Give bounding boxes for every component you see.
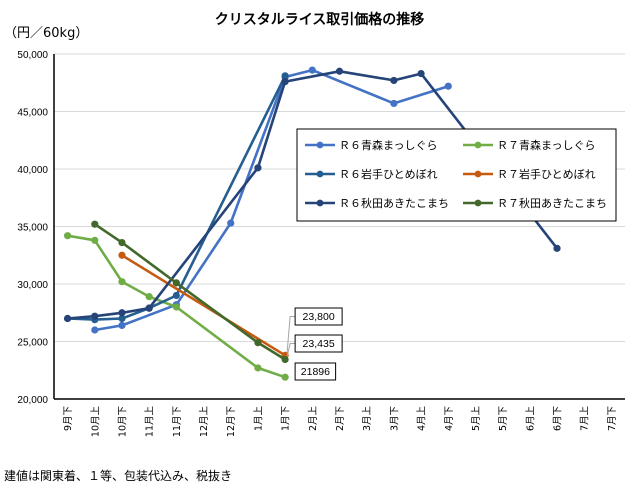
data-point: [553, 244, 561, 252]
x-tick-label: 12月上: [199, 406, 210, 438]
series-Ｒ６青森まっしぐら: [91, 66, 452, 334]
series-Ｒ６秋田あきたこまち: [63, 67, 561, 323]
data-point: [91, 236, 99, 244]
legend-label: Ｒ７青森まっしぐら: [497, 138, 596, 152]
series-Ｒ７秋田あきたこまち: [91, 220, 289, 364]
data-point: [281, 373, 289, 381]
x-tick-label: 10月上: [90, 406, 101, 438]
data-point: [91, 312, 99, 320]
footnote: 建値は関東着、１等、包装代込み、税抜き: [4, 469, 233, 483]
leader-line: [286, 343, 296, 357]
leader-line: [286, 316, 296, 353]
data-point: [172, 303, 180, 311]
legend-label: Ｒ６岩手ひとめぼれ: [339, 167, 438, 181]
data-point: [417, 69, 425, 78]
x-tick-label: 3月上: [362, 406, 373, 432]
data-label-box: [294, 334, 343, 353]
x-tick-label: 6月上: [525, 406, 536, 432]
data-point: [227, 219, 235, 227]
chart-title: クリスタルライス取引価格の推移: [214, 12, 425, 28]
series-line: [121, 254, 286, 357]
legend-label: Ｒ６秋田あきたこまち: [339, 196, 449, 210]
data-point: [63, 314, 72, 323]
x-tick-label: 1月下: [281, 406, 292, 431]
data-label: 23,800: [303, 311, 335, 323]
x-tick-label: 4月下: [444, 406, 455, 431]
y-tick-label: 30,000: [17, 280, 48, 291]
data-point: [118, 239, 126, 247]
x-tick-label: 6月下: [553, 406, 564, 431]
legend-swatch-marker: [474, 199, 482, 207]
data-point: [118, 321, 126, 329]
data-point: [118, 314, 126, 323]
series-Ｒ７青森まっしぐら: [63, 232, 289, 381]
x-tick-label: 1月上: [253, 406, 264, 432]
data-point: [390, 99, 398, 108]
x-tick-label: 2月下: [335, 406, 346, 431]
data-label: 23,435: [303, 338, 335, 350]
x-tick-label: 11月上: [145, 406, 156, 438]
x-tick-label: 5月上: [471, 406, 482, 432]
x-tick-label: 2月上: [308, 406, 319, 432]
y-tick-label: 35,000: [17, 223, 48, 234]
data-label-box: [294, 307, 343, 326]
legend-label: Ｒ７秋田あきたこまち: [497, 196, 607, 210]
x-tick-label: 12月下: [226, 406, 237, 437]
y-tick-label: 50,000: [17, 50, 48, 61]
legend-swatch-marker: [474, 170, 482, 178]
legend-box: [296, 128, 617, 222]
y-tick-label: 45,000: [17, 108, 48, 119]
data-label: 21896: [301, 366, 330, 378]
x-tick-label: 3月下: [389, 406, 400, 431]
data-point: [118, 309, 126, 317]
data-point: [145, 304, 153, 312]
x-tick-label: 9月下: [63, 406, 74, 431]
series-line: [67, 75, 287, 321]
x-tick-label: 4月上: [417, 406, 428, 432]
x-tick-label: 7月下: [607, 406, 618, 431]
legend-label: Ｒ６青森まっしぐら: [339, 138, 438, 152]
data-point: [91, 220, 99, 228]
data-label-box: [294, 362, 337, 381]
y-axis-unit-label: （円／60kg）: [4, 26, 89, 41]
series-line: [94, 68, 449, 332]
series-Ｒ７岩手ひとめぼれ: [118, 251, 289, 359]
x-tick-label: 11月下: [172, 406, 183, 437]
data-point: [145, 293, 153, 301]
x-tick-label: 7月上: [580, 406, 591, 432]
data-point: [281, 355, 289, 364]
legend-label: Ｒ７岩手ひとめぼれ: [497, 167, 596, 181]
legend-swatch-marker: [316, 141, 324, 149]
data-point: [63, 232, 72, 240]
series-line: [67, 70, 559, 320]
y-tick-label: 20,000: [17, 395, 48, 406]
data-point: [281, 72, 289, 80]
x-tick-label: 10月下: [117, 406, 128, 437]
data-point: [390, 76, 398, 85]
x-tick-label: 5月下: [498, 406, 509, 431]
y-tick-label: 40,000: [17, 165, 48, 176]
data-point: [91, 326, 99, 334]
data-point: [172, 291, 180, 300]
data-point: [308, 66, 316, 74]
data-point: [254, 164, 262, 172]
data-point: [172, 279, 180, 287]
data-point: [335, 67, 344, 75]
data-point: [281, 78, 289, 86]
data-point: [254, 364, 262, 372]
data-point: [118, 278, 126, 286]
y-tick-label: 25,000: [17, 338, 48, 349]
data-point: [444, 82, 452, 90]
data-point: [118, 251, 126, 259]
data-point: [254, 339, 262, 347]
legend-swatch-marker: [316, 199, 324, 207]
legend-swatch-marker: [474, 141, 482, 149]
legend-swatch-marker: [316, 170, 324, 178]
